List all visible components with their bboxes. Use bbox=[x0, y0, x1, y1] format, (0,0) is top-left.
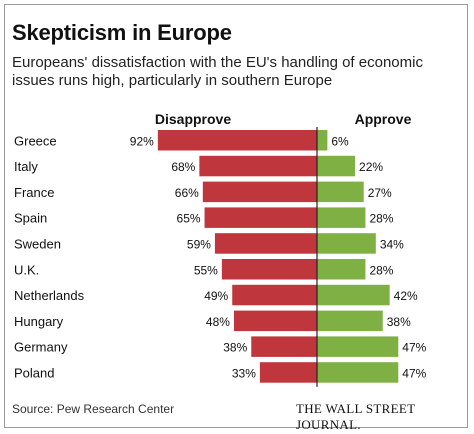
category-label: Hungary bbox=[14, 314, 64, 329]
value-label-approve: 27% bbox=[368, 186, 392, 200]
bar-disapprove bbox=[204, 207, 317, 228]
value-label-approve: 34% bbox=[380, 237, 404, 251]
category-label: Italy bbox=[14, 159, 38, 174]
value-label-disapprove: 49% bbox=[204, 289, 228, 303]
value-label-disapprove: 92% bbox=[130, 134, 154, 148]
value-label-disapprove: 68% bbox=[171, 160, 195, 174]
category-label: Netherlands bbox=[14, 288, 85, 303]
legend-disapprove: Disapprove bbox=[155, 111, 231, 127]
bar-disapprove bbox=[214, 233, 317, 254]
bar-approve bbox=[317, 284, 390, 306]
bar-disapprove bbox=[232, 284, 317, 306]
bar-approve bbox=[317, 130, 328, 151]
category-label: Greece bbox=[14, 133, 57, 148]
bar-approve bbox=[317, 207, 366, 228]
category-label: Poland bbox=[14, 365, 54, 380]
publisher-logo: THE WALL STREET JOURNAL. bbox=[296, 401, 416, 432]
category-label: U.K. bbox=[14, 262, 39, 277]
bar-approve bbox=[317, 155, 356, 177]
bar-disapprove bbox=[157, 130, 317, 151]
bar-approve bbox=[317, 259, 366, 280]
bar-approve bbox=[317, 362, 399, 383]
value-label-approve: 42% bbox=[394, 289, 418, 303]
category-label: Spain bbox=[14, 211, 47, 226]
chart-subtitle: Europeans' dissatisfaction with the EU's… bbox=[12, 54, 423, 89]
bar-disapprove bbox=[251, 336, 317, 357]
bar-approve bbox=[317, 310, 383, 332]
category-label: Germany bbox=[14, 340, 68, 355]
bar-approve bbox=[317, 181, 364, 203]
legend-approve: Approve bbox=[355, 111, 412, 127]
value-label-approve: 47% bbox=[402, 366, 426, 380]
value-label-disapprove: 65% bbox=[177, 212, 201, 226]
bar-disapprove bbox=[221, 259, 317, 280]
bar-approve bbox=[317, 233, 376, 254]
value-label-approve: 6% bbox=[331, 134, 349, 148]
value-label-disapprove: 48% bbox=[206, 315, 230, 329]
value-label-disapprove: 38% bbox=[223, 341, 247, 355]
value-label-approve: 28% bbox=[369, 263, 393, 277]
value-label-approve: 28% bbox=[369, 212, 393, 226]
value-label-approve: 47% bbox=[402, 341, 426, 355]
value-label-disapprove: 59% bbox=[187, 237, 211, 251]
chart-title: Skepticism in Europe bbox=[12, 20, 232, 45]
bar-disapprove bbox=[202, 181, 317, 203]
value-label-disapprove: 55% bbox=[194, 263, 218, 277]
bar-approve bbox=[317, 336, 399, 357]
bar-disapprove bbox=[259, 362, 317, 383]
value-label-disapprove: 66% bbox=[175, 186, 199, 200]
category-label: France bbox=[14, 185, 54, 200]
source-note: Source: Pew Research Center bbox=[12, 402, 175, 416]
bar-disapprove bbox=[199, 155, 317, 177]
value-label-disapprove: 33% bbox=[232, 366, 256, 380]
value-label-approve: 38% bbox=[387, 315, 411, 329]
category-label: Sweden bbox=[14, 236, 61, 251]
value-label-approve: 22% bbox=[359, 160, 383, 174]
bar-disapprove bbox=[233, 310, 317, 332]
